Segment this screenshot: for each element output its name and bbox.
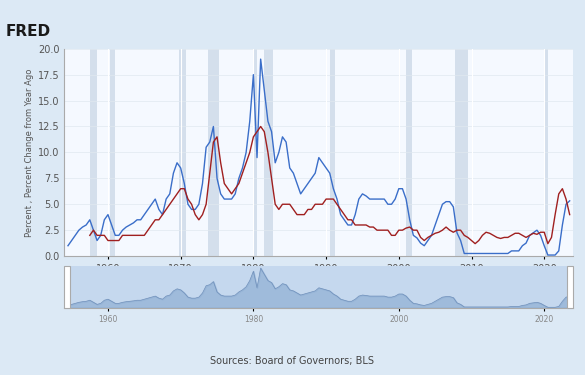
Bar	[544, 49, 548, 256]
Bar	[330, 49, 335, 256]
Bar	[110, 49, 115, 256]
Y-axis label: Percent , Percent Change from Year Ago: Percent , Percent Change from Year Ago	[25, 68, 34, 237]
Text: Sources: Board of Governors; BLS: Sources: Board of Governors; BLS	[211, 356, 374, 366]
Legend: Federal Funds Effective Rate, Consumer Price Index for All Urban Consumers: All : Federal Funds Effective Rate, Consumer P…	[109, 0, 516, 2]
Bar	[64, 266, 70, 308]
Bar	[253, 49, 257, 256]
Bar	[406, 49, 411, 256]
Bar	[264, 49, 273, 256]
Bar	[90, 49, 97, 256]
Bar	[567, 266, 573, 308]
Bar	[179, 49, 186, 256]
Bar	[455, 49, 468, 256]
Text: FRED: FRED	[6, 24, 51, 39]
Bar	[208, 49, 219, 256]
